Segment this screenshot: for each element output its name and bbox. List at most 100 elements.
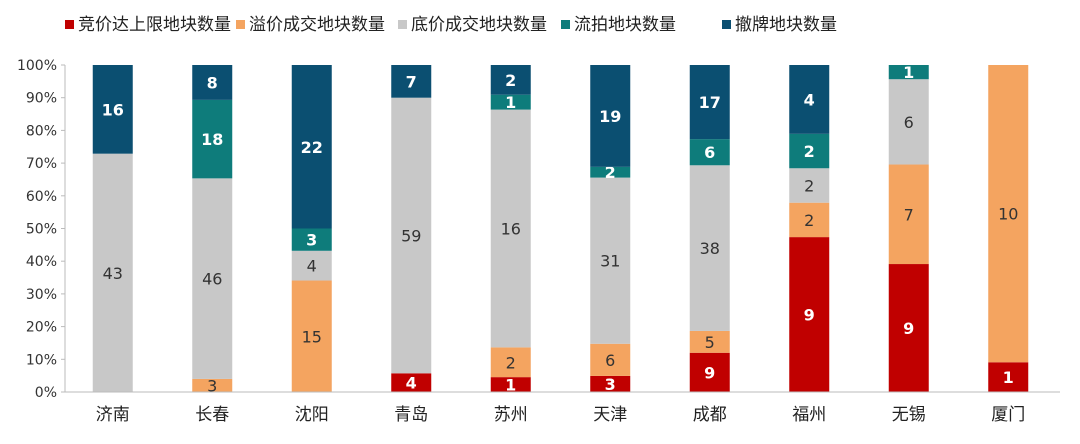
bar-segment	[490, 347, 531, 378]
data-label: 9	[903, 319, 914, 338]
bar-segment	[689, 165, 730, 331]
data-label: 6	[704, 143, 715, 162]
bar-segment	[789, 133, 830, 169]
bar-segment	[192, 99, 233, 179]
x-axis: 济南 长春 沈阳 青岛 苏州 天津 成都 福州 无锡 厦门	[65, 391, 1060, 425]
bar-segment	[590, 343, 631, 376]
bar-segment	[291, 65, 332, 229]
y-tick-label: 40%	[26, 254, 57, 270]
data-label: 2	[605, 163, 616, 182]
bar-segment	[789, 202, 830, 238]
bar-segment	[92, 65, 133, 154]
data-label: 16	[102, 100, 124, 119]
data-label: 1	[505, 376, 516, 395]
data-label: 38	[700, 239, 720, 258]
data-label: 18	[201, 130, 223, 149]
bar-segment	[590, 177, 631, 344]
legend-swatch	[722, 20, 731, 29]
data-label: 31	[600, 252, 620, 271]
data-label: 6	[605, 351, 615, 370]
bar-segment	[291, 228, 332, 251]
x-tick-label: 成都	[693, 405, 727, 425]
bar-segment	[490, 65, 531, 95]
bar-segment	[590, 375, 631, 392]
y-tick-label: 70%	[26, 156, 57, 172]
bar-segment	[92, 153, 133, 392]
data-label: 15	[302, 327, 322, 346]
data-label: 7	[406, 72, 417, 91]
legend-swatch	[236, 20, 245, 29]
data-label: 46	[202, 270, 222, 289]
data-label: 5	[705, 333, 715, 352]
data-label: 4	[804, 90, 815, 109]
y-tick-label: 10%	[26, 352, 57, 368]
y-tick-label: 80%	[26, 123, 57, 139]
legend-label: 撤牌地块数量	[735, 15, 837, 35]
bar-segment	[291, 250, 332, 281]
data-label: 22	[301, 138, 323, 157]
data-label: 7	[904, 205, 914, 224]
data-label: 43	[103, 264, 123, 283]
bar-segment	[590, 65, 631, 167]
y-tick-label: 30%	[26, 287, 57, 303]
data-label: 4	[406, 374, 417, 393]
data-label: 4	[307, 257, 317, 276]
y-tick-label: 0%	[35, 385, 57, 401]
bar-segment	[988, 362, 1029, 392]
bar-segment	[192, 378, 233, 392]
data-label: 2	[505, 71, 516, 90]
x-tick-label: 青岛	[394, 405, 428, 425]
data-label: 10	[998, 205, 1018, 224]
bar-segment	[789, 168, 830, 203]
legend-swatch	[398, 20, 407, 29]
y-tick-label: 100%	[17, 58, 57, 74]
y-tick-label: 50%	[26, 222, 57, 238]
y-tick-label: 90%	[26, 91, 57, 107]
x-tick-label: 沈阳	[295, 405, 329, 425]
data-label: 17	[699, 93, 721, 112]
x-tick-label: 福州	[792, 405, 826, 425]
bar-segment	[689, 139, 730, 166]
data-label: 19	[599, 107, 621, 126]
legend-label: 溢价成交地块数量	[249, 15, 385, 35]
x-tick-label: 济南	[96, 405, 130, 425]
bars: 4316346188154322459712161236312199538617…	[92, 63, 1029, 395]
bar-segment	[789, 237, 830, 392]
bar-segment	[391, 65, 432, 98]
bar-segment	[888, 264, 929, 392]
legend-label: 竞价达上限地块数量	[78, 15, 231, 35]
bar-segment	[490, 109, 531, 348]
bar-segment	[789, 65, 830, 134]
bar-segment	[490, 377, 531, 392]
bar-segment	[988, 65, 1029, 363]
x-tick-label: 苏州	[494, 405, 528, 425]
data-label: 3	[306, 231, 317, 250]
data-label: 2	[804, 142, 815, 161]
data-label: 8	[207, 73, 218, 92]
data-label: 16	[501, 220, 521, 239]
legend-label: 流拍地块数量	[574, 15, 676, 35]
y-tick-label: 60%	[26, 189, 57, 205]
x-tick-label: 天津	[593, 405, 627, 425]
bar-segment	[689, 330, 730, 353]
x-tick-label: 无锡	[892, 405, 926, 425]
bar-segment	[490, 94, 531, 110]
data-label: 59	[401, 227, 421, 246]
data-label: 2	[804, 211, 814, 230]
bar-segment	[391, 97, 432, 374]
data-label: 6	[904, 113, 914, 132]
data-label: 9	[804, 306, 815, 325]
bar-segment	[689, 352, 730, 392]
y-axis: 0% 10% 20% 30% 40% 50% 60% 70% 80% 90% 100%	[17, 58, 66, 401]
x-tick-label: 长春	[195, 405, 229, 425]
data-label: 9	[704, 363, 715, 382]
bar-segment	[888, 65, 929, 80]
x-tick-label: 厦门	[991, 405, 1025, 425]
bar-segment	[192, 178, 233, 379]
bar-segment	[391, 373, 432, 392]
legend-label: 底价成交地块数量	[411, 15, 547, 35]
bar-segment	[888, 79, 929, 165]
legend-swatch	[561, 20, 570, 29]
data-label: 1	[903, 63, 914, 82]
